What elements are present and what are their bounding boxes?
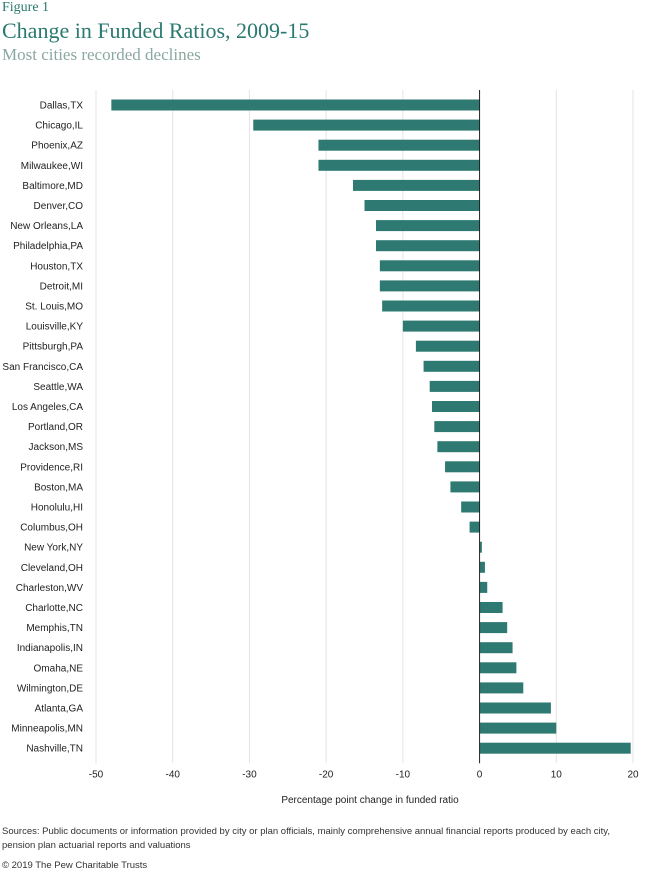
y-tick-label: Wilmington,DE [17, 683, 83, 694]
y-tick-label: Omaha,NE [34, 663, 84, 674]
y-tick-label: Atlanta,GA [35, 704, 84, 715]
y-tick-label: Chicago,IL [35, 121, 83, 132]
x-tick-label: -40 [165, 769, 180, 780]
bar [450, 481, 480, 493]
y-tick-label: New Orleans,LA [10, 221, 83, 232]
figure-label: Figure 1 [2, 0, 50, 15]
bar [479, 682, 524, 694]
y-tick-label: Charlotte,NC [25, 603, 83, 614]
bar [445, 461, 480, 473]
bar [318, 159, 480, 171]
y-tick-label: Nashville,TN [26, 744, 83, 755]
y-tick-label: Honolulu,HI [31, 503, 83, 514]
bar [376, 220, 480, 232]
bar [479, 722, 557, 734]
y-tick-label: Pittsburgh,PA [23, 342, 84, 353]
bar [432, 401, 480, 412]
x-axis-label: Percentage point change in funded ratio [281, 795, 459, 806]
y-tick-label: St. Louis,MO [25, 302, 83, 313]
y-tick-label: Columbus,OH [20, 523, 83, 534]
bar [382, 300, 480, 312]
bar [479, 602, 503, 613]
y-tick-label: Jackson,MS [29, 442, 84, 453]
y-tick-label: Portland,OR [28, 422, 83, 433]
x-tick-label: -20 [319, 769, 334, 780]
bar [429, 380, 480, 392]
bar [379, 260, 480, 272]
x-tick-label: 10 [551, 769, 563, 780]
bar [479, 662, 517, 674]
bar [479, 642, 513, 654]
y-tick-label: Phoenix,AZ [31, 141, 83, 152]
copyright: © 2019 The Pew Charitable Trusts [2, 860, 148, 871]
bar [479, 581, 488, 593]
bar [352, 179, 480, 191]
y-tick-label: Cleveland,OH [21, 563, 83, 574]
y-tick-label: Philadelphia,PA [13, 241, 83, 252]
y-tick-label: Louisville,KY [26, 322, 84, 333]
y-tick-label: Indianapolis,IN [17, 643, 83, 654]
bar [461, 501, 480, 513]
y-tick-label: Dallas,TX [40, 101, 84, 112]
bar [479, 622, 508, 634]
y-tick-label: Minneapolis,MN [11, 724, 83, 735]
chart-subtitle: Most cities recorded declines [2, 45, 201, 64]
y-tick-label: Milwaukee,WI [21, 161, 83, 172]
bar [423, 360, 480, 372]
y-tick-label: Memphis,TN [26, 623, 83, 634]
bar [469, 521, 480, 533]
bar [253, 119, 480, 131]
bar [479, 541, 482, 553]
bar [111, 99, 480, 111]
x-tick-label: -50 [89, 769, 104, 780]
y-tick-label: Providence,RI [20, 462, 83, 473]
x-tick-label: 20 [627, 769, 639, 780]
y-tick-label: New York,NY [24, 543, 83, 554]
x-tick-label: 0 [477, 769, 483, 780]
y-tick-label: Detroit,MI [40, 281, 83, 292]
y-tick-label: San Francisco,CA [2, 362, 83, 373]
bar [376, 240, 480, 252]
bar [415, 340, 480, 352]
source-note: Sources: Public documents or information… [2, 826, 610, 851]
y-tick-label: Boston,MA [34, 482, 83, 493]
y-tick-label: Seattle,WA [33, 382, 83, 393]
y-tick-label: Baltimore,MD [22, 181, 83, 192]
y-tick-label: Los Angeles,CA [12, 402, 83, 413]
chart-title: Change in Funded Ratios, 2009-15 [2, 18, 310, 43]
bar-chart: -50 -40 -30 -20 -10 0 10 20 Dallas,TX Chicago,IL P… [2, 90, 639, 780]
bar [402, 320, 480, 332]
bar [434, 421, 480, 433]
y-tick-label: Houston,TX [30, 261, 83, 272]
bar [479, 561, 485, 573]
y-tick-label: Charleston,WV [16, 583, 84, 594]
bar [479, 702, 551, 714]
bar [364, 200, 480, 211]
y-tick-label: Denver,CO [34, 201, 84, 212]
bar [437, 441, 480, 453]
bar [479, 742, 631, 754]
x-tick-label: -10 [396, 769, 411, 780]
bar [379, 280, 480, 292]
bar [318, 139, 480, 151]
x-tick-label: -30 [242, 769, 257, 780]
